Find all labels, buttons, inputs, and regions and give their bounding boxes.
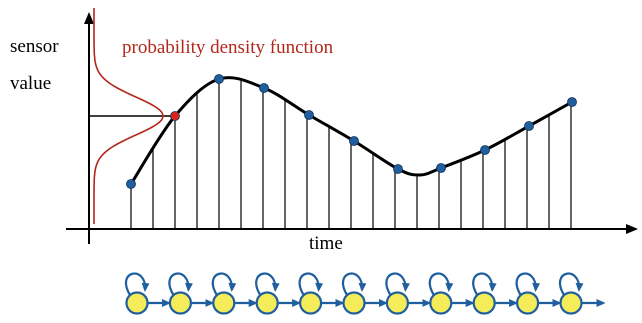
self-loop-arrow [558, 272, 584, 296]
pdf-label: probability density function [122, 37, 334, 58]
state-node [429, 291, 453, 315]
self-loop-arrow [515, 272, 541, 296]
self-loop-arrow [385, 272, 410, 296]
y-axis-label-line2: value [10, 73, 52, 94]
sample-point [480, 145, 490, 155]
sample-point [567, 97, 577, 107]
pdf-curve [93, 8, 164, 224]
self-loop-arrow [298, 272, 324, 296]
sample-points [126, 74, 577, 189]
state-chain [124, 272, 606, 315]
self-loop-arrow [255, 272, 280, 296]
sample-point [436, 163, 446, 173]
sample-point [259, 83, 269, 93]
self-loop-arrow [472, 272, 497, 296]
sampling-lines [130, 79, 572, 229]
state-node [342, 291, 366, 315]
sample-point [304, 110, 314, 120]
state-node [559, 291, 583, 315]
self-loop-arrow [428, 272, 454, 296]
state-node [385, 291, 409, 315]
state-node [168, 291, 192, 315]
state-node [472, 291, 496, 315]
state-node [212, 291, 236, 315]
self-loop-arrow [168, 272, 193, 296]
y-axis-label-line1: sensor [10, 36, 59, 57]
self-loop-arrow [341, 272, 367, 296]
sample-point [393, 164, 403, 174]
self-loop-arrow [211, 272, 237, 296]
sample-point [214, 74, 224, 84]
sample-point [524, 121, 534, 131]
self-loop-arrow [124, 272, 150, 296]
sample-point [349, 136, 359, 146]
state-node [299, 291, 323, 315]
state-node [255, 291, 279, 315]
state-node [125, 291, 149, 315]
sample-point [126, 179, 136, 189]
highlighted-sample-point [170, 111, 180, 121]
state-node [515, 291, 540, 315]
x-axis-label: time [309, 233, 343, 254]
